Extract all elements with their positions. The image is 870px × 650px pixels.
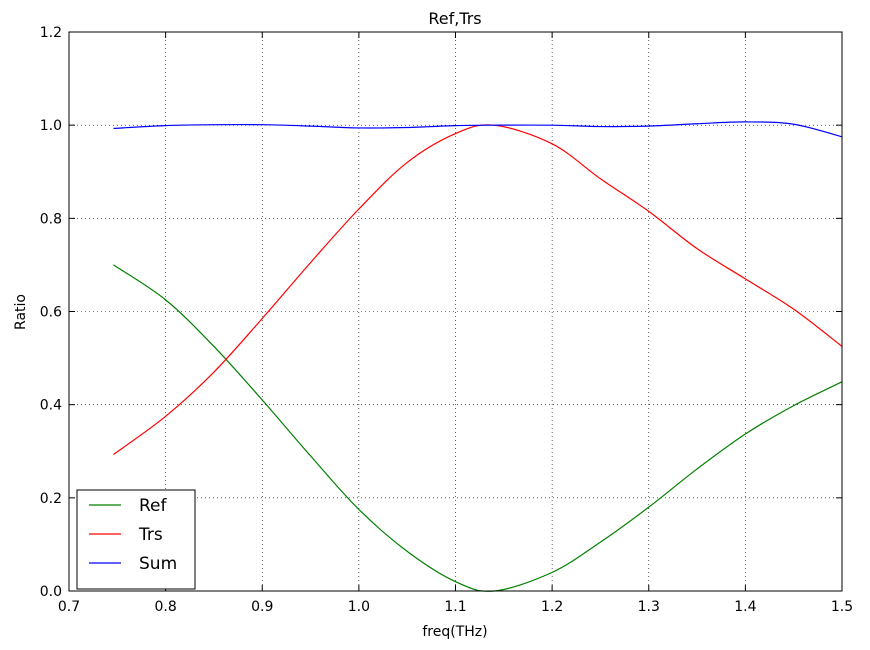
x-tick-label: 1.0 xyxy=(348,599,370,615)
legend: Ref Trs Sum xyxy=(76,489,196,590)
y-tick-label: 0.2 xyxy=(40,491,62,507)
y-tick-label: 0.0 xyxy=(40,584,62,600)
x-tick-label: 0.7 xyxy=(58,599,80,615)
legend-box xyxy=(76,489,196,590)
x-axis-title: freq(THz) xyxy=(422,624,487,640)
x-tick-label: 0.8 xyxy=(154,599,176,615)
x-tick-label: 1.3 xyxy=(638,599,660,615)
x-tick-label: 1.4 xyxy=(734,599,756,615)
legend-label-trs: Trs xyxy=(138,525,163,545)
legend-label-sum: Sum xyxy=(139,554,177,574)
x-tick-label: 1.2 xyxy=(541,599,563,615)
series-lines xyxy=(113,121,843,592)
series-line-trs xyxy=(113,124,843,455)
series-line-sum xyxy=(113,121,843,138)
grid xyxy=(69,32,842,591)
y-tick-label: 0.4 xyxy=(40,398,62,414)
x-tick-label: 0.9 xyxy=(251,599,273,615)
y-tick-label: 1.2 xyxy=(40,25,62,41)
y-tick-label: 0.8 xyxy=(40,211,62,227)
y-tick-label: 1.0 xyxy=(40,118,62,134)
legend-label-ref: Ref xyxy=(139,496,168,516)
ticks: 0.7 0.8 0.9 1.0 1.1 1.2 1.3 1.4 1.5 0.0 0.2 0.4 0.6 0… xyxy=(40,25,853,615)
y-tick-label: 0.6 xyxy=(40,305,62,321)
y-axis-title: Ratio xyxy=(13,294,29,330)
x-tick-label: 1.5 xyxy=(831,599,853,615)
series-line-ref xyxy=(113,264,843,592)
chart-title: Ref,Trs xyxy=(428,9,481,28)
x-tick-label: 1.1 xyxy=(444,599,466,615)
